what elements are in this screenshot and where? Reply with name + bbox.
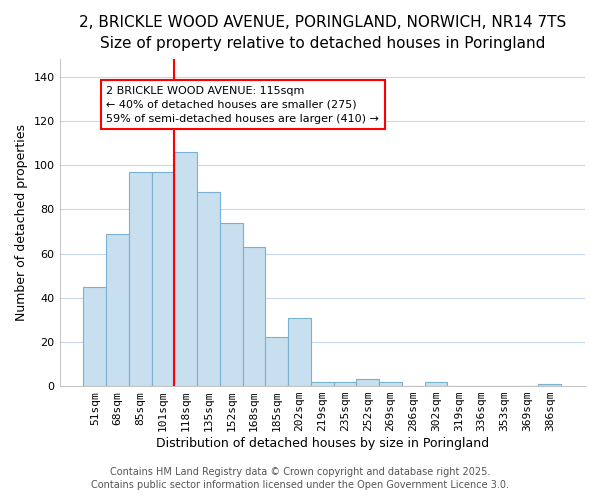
Bar bbox=[83, 286, 106, 386]
Text: 2 BRICKLE WOOD AVENUE: 115sqm
← 40% of detached houses are smaller (275)
59% of : 2 BRICKLE WOOD AVENUE: 115sqm ← 40% of d… bbox=[106, 86, 379, 124]
Y-axis label: Number of detached properties: Number of detached properties bbox=[15, 124, 28, 321]
Title: 2, BRICKLE WOOD AVENUE, PORINGLAND, NORWICH, NR14 7TS
Size of property relative : 2, BRICKLE WOOD AVENUE, PORINGLAND, NORW… bbox=[79, 15, 566, 51]
Bar bbox=[129, 172, 152, 386]
Bar bbox=[152, 172, 175, 386]
Bar bbox=[425, 382, 448, 386]
Bar bbox=[242, 247, 265, 386]
Bar bbox=[356, 380, 379, 386]
X-axis label: Distribution of detached houses by size in Poringland: Distribution of detached houses by size … bbox=[156, 437, 489, 450]
Bar bbox=[175, 152, 197, 386]
Bar bbox=[197, 192, 220, 386]
Bar bbox=[220, 222, 242, 386]
Bar bbox=[379, 382, 402, 386]
Bar bbox=[311, 382, 334, 386]
Bar bbox=[288, 318, 311, 386]
Bar bbox=[538, 384, 561, 386]
Bar bbox=[334, 382, 356, 386]
Bar bbox=[265, 338, 288, 386]
Text: Contains HM Land Registry data © Crown copyright and database right 2025.
Contai: Contains HM Land Registry data © Crown c… bbox=[91, 467, 509, 490]
Bar bbox=[106, 234, 129, 386]
